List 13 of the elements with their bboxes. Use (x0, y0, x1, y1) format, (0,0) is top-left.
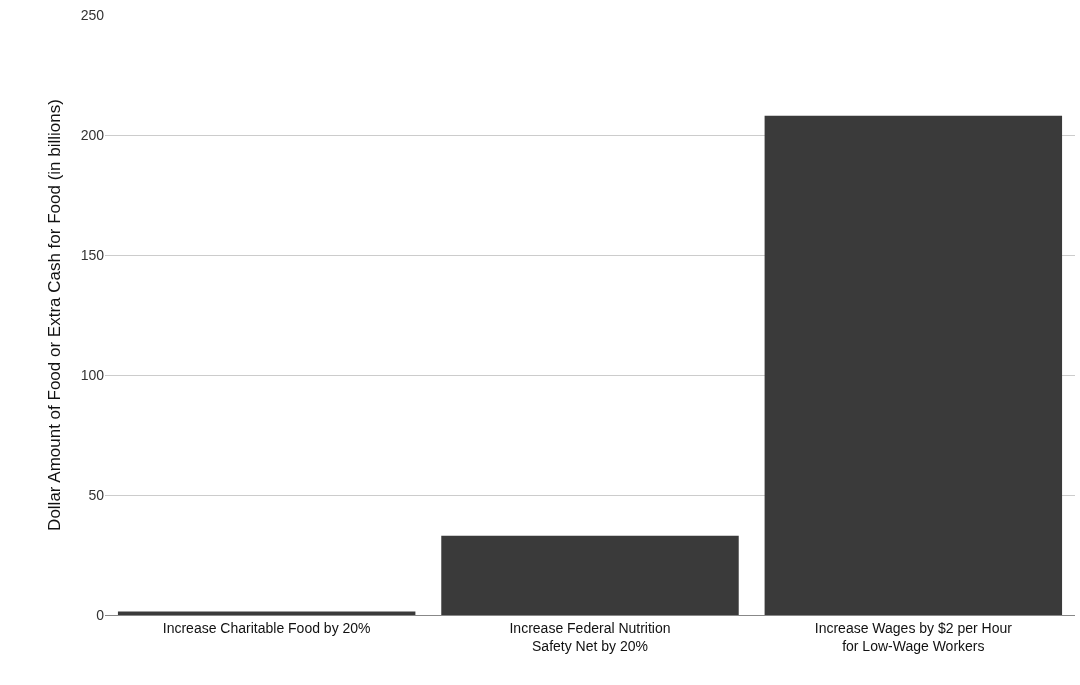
bar (117, 611, 416, 615)
y-tick-label: 50 (88, 486, 105, 503)
x-tick-label: Increase Wages by $2 per Hour for Low-Wage Workers (814, 619, 1013, 654)
bar (764, 115, 1063, 615)
y-tick-label: 250 (80, 6, 105, 23)
y-axis-title: Dollar Amount of Food or Extra Cash for Food (in billions) (45, 99, 65, 531)
y-tick-label: 100 (80, 366, 105, 383)
x-tick-label: Increase Federal Nutrition Safety Net by 20% (509, 619, 671, 654)
x-tick-label: Increase Charitable Food by 20% (162, 619, 371, 636)
y-tick-label: 0 (96, 606, 105, 623)
bar (441, 535, 739, 615)
y-tick-label: 200 (80, 126, 105, 143)
y-tick-label: 150 (80, 246, 105, 263)
